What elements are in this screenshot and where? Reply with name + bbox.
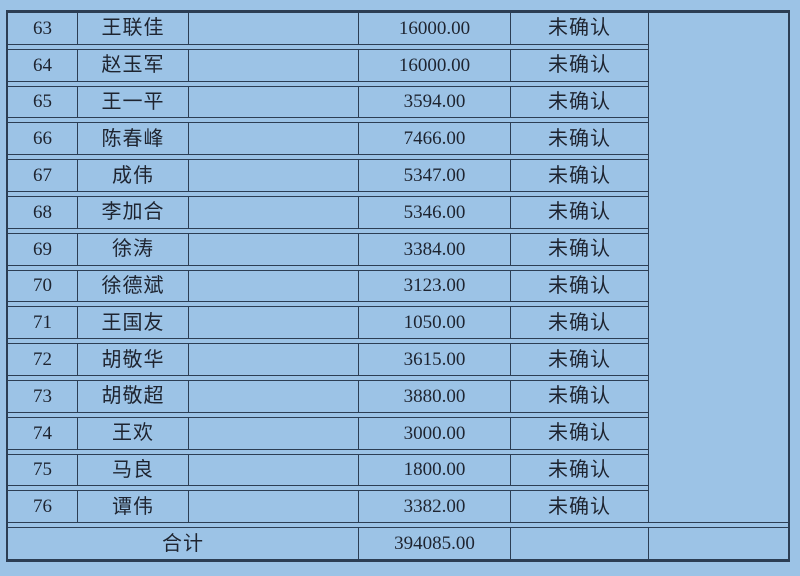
row-number-cell: 63 <box>8 12 77 45</box>
name-cell: 胡敬华 <box>77 343 188 376</box>
row-number-cell: 69 <box>8 232 77 266</box>
status-cell: 未确认 <box>510 416 648 450</box>
blank-cell <box>188 122 358 156</box>
blank-cell <box>188 379 358 413</box>
row-number-cell: 73 <box>8 379 77 413</box>
amount-cell: 1050.00 <box>358 306 510 340</box>
name-cell: 王一平 <box>77 85 188 119</box>
status-cell: 未确认 <box>510 379 648 413</box>
name-cell: 王国友 <box>77 306 188 340</box>
blank-cell <box>188 269 358 303</box>
amount-cell: 16000.00 <box>358 48 510 82</box>
name-cell: 马良 <box>77 453 188 487</box>
row-number-cell: 75 <box>8 453 77 487</box>
status-cell: 未确认 <box>510 269 648 303</box>
row-number-cell: 72 <box>8 343 77 376</box>
amount-cell: 3615.00 <box>358 343 510 376</box>
row-number-cell: 65 <box>8 85 77 119</box>
amount-cell: 3123.00 <box>358 269 510 303</box>
status-cell: 未确认 <box>510 306 648 340</box>
amount-cell: 3382.00 <box>358 490 510 524</box>
name-cell: 胡敬超 <box>77 379 188 413</box>
blank-cell <box>188 85 358 119</box>
status-cell: 未确认 <box>510 195 648 229</box>
blank-cell <box>188 48 358 82</box>
status-cell: 未确认 <box>510 122 648 156</box>
status-cell: 未确认 <box>510 48 648 82</box>
total-note-cell <box>648 527 788 560</box>
amount-cell: 16000.00 <box>358 12 510 45</box>
amount-cell: 3384.00 <box>358 232 510 266</box>
note-column-merged-cell <box>648 12 788 524</box>
amount-cell: 7466.00 <box>358 122 510 156</box>
row-number-cell: 64 <box>8 48 77 82</box>
name-cell: 徐德斌 <box>77 269 188 303</box>
amount-cell: 5346.00 <box>358 195 510 229</box>
row-number-cell: 70 <box>8 269 77 303</box>
name-cell: 李加合 <box>77 195 188 229</box>
blank-cell <box>188 343 358 376</box>
total-status-cell <box>510 527 648 560</box>
blank-cell <box>188 232 358 266</box>
status-cell: 未确认 <box>510 453 648 487</box>
status-cell: 未确认 <box>510 159 648 192</box>
total-label-cell: 合计 <box>8 527 358 560</box>
blank-cell <box>188 195 358 229</box>
blank-cell <box>188 416 358 450</box>
payment-table: 合计 394085.00 63 王联佳 16000.00 未确认 64 赵玉军 … <box>6 10 790 562</box>
amount-cell: 3594.00 <box>358 85 510 119</box>
row-number-cell: 68 <box>8 195 77 229</box>
status-cell: 未确认 <box>510 490 648 524</box>
blank-cell <box>188 306 358 340</box>
row-number-cell: 67 <box>8 159 77 192</box>
name-cell: 谭伟 <box>77 490 188 524</box>
amount-cell: 1800.00 <box>358 453 510 487</box>
status-cell: 未确认 <box>510 85 648 119</box>
amount-cell: 3000.00 <box>358 416 510 450</box>
row-number-cell: 71 <box>8 306 77 340</box>
amount-cell: 3880.00 <box>358 379 510 413</box>
status-cell: 未确认 <box>510 232 648 266</box>
name-cell: 王欢 <box>77 416 188 450</box>
name-cell: 王联佳 <box>77 12 188 45</box>
name-cell: 赵玉军 <box>77 48 188 82</box>
status-cell: 未确认 <box>510 343 648 376</box>
row-number-cell: 74 <box>8 416 77 450</box>
amount-cell: 5347.00 <box>358 159 510 192</box>
name-cell: 徐涛 <box>77 232 188 266</box>
blank-cell <box>188 159 358 192</box>
name-cell: 成伟 <box>77 159 188 192</box>
total-amount-cell: 394085.00 <box>358 527 510 560</box>
name-cell: 陈春峰 <box>77 122 188 156</box>
blank-cell <box>188 12 358 45</box>
row-number-cell: 66 <box>8 122 77 156</box>
status-cell: 未确认 <box>510 12 648 45</box>
blank-cell <box>188 453 358 487</box>
row-number-cell: 76 <box>8 490 77 524</box>
blank-cell <box>188 490 358 524</box>
